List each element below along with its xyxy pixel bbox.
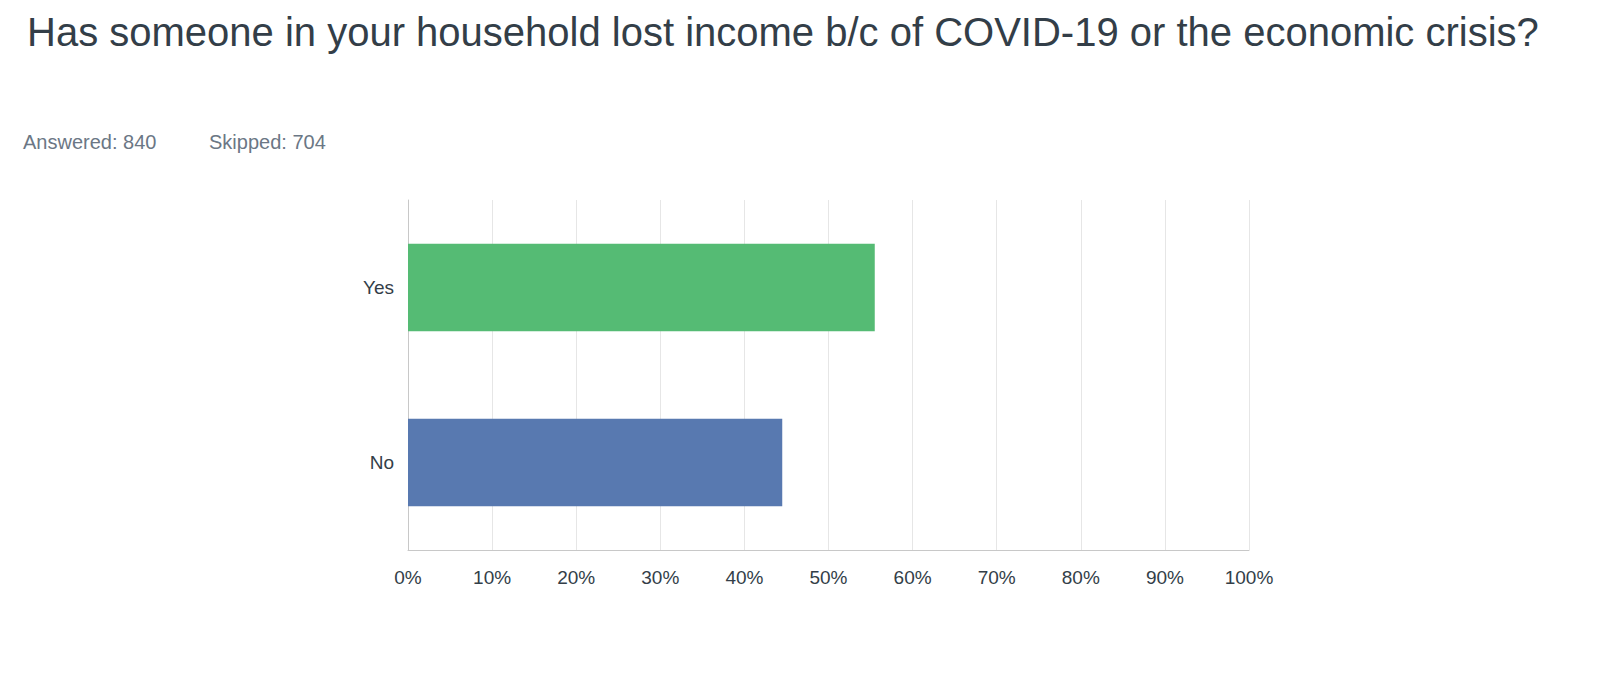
svg-text:0%: 0% [394,567,422,588]
svg-text:100%: 100% [1225,567,1274,588]
svg-text:30%: 30% [641,567,679,588]
svg-text:40%: 40% [725,567,763,588]
svg-text:Yes: Yes [363,277,394,298]
svg-text:10%: 10% [473,567,511,588]
svg-text:80%: 80% [1062,567,1100,588]
svg-text:90%: 90% [1146,567,1184,588]
svg-text:Has someone in your household: Has someone in your household lost incom… [27,10,1539,54]
svg-text:20%: 20% [557,567,595,588]
svg-text:Answered: 840: Answered: 840 [23,131,156,153]
svg-text:No: No [370,452,394,473]
svg-text:70%: 70% [978,567,1016,588]
svg-text:Skipped: 704: Skipped: 704 [209,131,326,153]
svg-text:50%: 50% [809,567,847,588]
svg-text:60%: 60% [894,567,932,588]
